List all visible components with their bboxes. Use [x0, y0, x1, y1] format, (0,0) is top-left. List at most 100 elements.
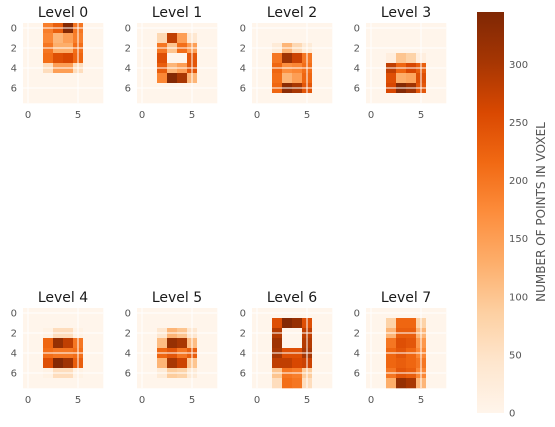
heatmap-cell: [436, 73, 447, 84]
colorbar-tick-label: 0: [509, 409, 515, 420]
heatmap-cell: [436, 318, 447, 329]
x-tick-label: 0: [368, 395, 374, 406]
heatmap-cell: [292, 378, 303, 389]
heatmap-cell: [406, 358, 417, 369]
heatmap-cell: [396, 53, 407, 64]
heatmap-cell: [426, 338, 437, 349]
heatmap-cell: [406, 378, 417, 389]
heatmap-cell: [207, 93, 218, 104]
x-tick-label: 0: [139, 395, 145, 406]
heatmap-cell: [167, 318, 178, 329]
heatmap-cell: [147, 358, 158, 369]
heatmap-cell: [197, 318, 208, 329]
heatmap-cell: [157, 93, 168, 104]
heatmap-cell: [167, 378, 178, 389]
heatmap-cell: [83, 33, 94, 44]
heatmap-cell: [426, 73, 437, 84]
panel-title: Level 2: [267, 5, 317, 21]
y-tick-label: 2: [240, 329, 246, 340]
heatmap-cell: [147, 378, 158, 389]
heatmap-cell: [147, 73, 158, 84]
x-tick-label: 5: [189, 110, 195, 121]
y-tick-label: 6: [240, 369, 246, 380]
y-tick-label: 2: [240, 44, 246, 55]
heatmap-cell: [33, 338, 44, 349]
heatmap-cell: [386, 73, 397, 84]
heatmap-cell: [272, 73, 283, 84]
heatmap-cell: [436, 33, 447, 44]
colorbar-gradient: [477, 12, 504, 413]
colorbar-tick-label: 50: [509, 350, 522, 361]
heatmap-cell: [312, 53, 323, 64]
heatmap-cell: [436, 358, 447, 369]
heatmap-cell: [396, 318, 407, 329]
heatmap-cell: [53, 73, 64, 84]
heatmap-cell: [406, 53, 417, 64]
heatmap-cell: [43, 378, 54, 389]
heatmap-cell: [312, 318, 323, 329]
heatmap-cell: [386, 378, 397, 389]
x-tick-label: 5: [418, 395, 424, 406]
heatmap-cell: [262, 338, 273, 349]
y-tick-label: 0: [240, 309, 246, 320]
heatmap-cell: [147, 93, 158, 104]
heatmap-cell: [376, 33, 387, 44]
heatmap-cell: [63, 318, 74, 329]
heatmap-cell: [167, 73, 178, 84]
panel-title: Level 0: [38, 5, 88, 21]
heatmap-cell: [53, 378, 64, 389]
heatmap-cell: [157, 73, 168, 84]
heatmap-cell: [262, 53, 273, 64]
heatmap-cell: [197, 73, 208, 84]
heatmap-cell: [322, 318, 333, 329]
heatmap-cell: [147, 53, 158, 64]
y-tick-label: 0: [354, 309, 360, 320]
y-tick-label: 0: [11, 24, 17, 35]
heatmap-cell: [322, 358, 333, 369]
heatmap-cell: [53, 318, 64, 329]
heatmap-cell: [207, 378, 218, 389]
heatmap-cell: [33, 73, 44, 84]
heatmap-cell: [386, 318, 397, 329]
heatmap-cell: [272, 318, 283, 329]
heatmap-cell: [33, 53, 44, 64]
heatmap-cell: [426, 358, 437, 369]
heatmap-cell: [262, 33, 273, 44]
panel-title: Level 1: [152, 5, 202, 21]
colorbar-ticks: 0 50 100 150 200 250 300: [509, 60, 528, 420]
heatmap-cell: [207, 33, 218, 44]
heatmap-cell: [33, 358, 44, 369]
heatmap-cell: [406, 33, 417, 44]
heatmap-cell: [386, 338, 397, 349]
heatmap-cell: [53, 93, 64, 104]
panel-title: Level 4: [38, 290, 88, 306]
heatmap-cell: [262, 73, 273, 84]
heatmap-cell: [322, 53, 333, 64]
heatmap-cell: [312, 378, 323, 389]
heatmap-cell: [312, 338, 323, 349]
panel-title: Level 5: [152, 290, 202, 306]
heatmap-cell: [33, 33, 44, 44]
heatmap-cell: [282, 318, 293, 329]
heatmap-cell: [436, 338, 447, 349]
heatmap-cell: [376, 358, 387, 369]
heatmap-cell: [157, 318, 168, 329]
heatmap-cell: [282, 73, 293, 84]
x-tick-label: 5: [304, 395, 310, 406]
heatmap-cell: [386, 33, 397, 44]
heatmap-cell: [177, 338, 188, 349]
heatmap-cell: [376, 73, 387, 84]
heatmap-cell: [312, 93, 323, 104]
heatmap-cell: [426, 378, 437, 389]
heatmap-cell: [197, 358, 208, 369]
y-tick-label: 6: [240, 84, 246, 95]
heatmap-cell: [147, 338, 158, 349]
panel-title: Level 7: [381, 290, 431, 306]
heatmap-cell: [282, 338, 293, 349]
heatmap-cell: [83, 338, 94, 349]
heatmap-cell: [376, 93, 387, 104]
heatmap-cell: [207, 53, 218, 64]
y-tick-label: 2: [125, 44, 131, 55]
heatmap-cell: [93, 358, 104, 369]
